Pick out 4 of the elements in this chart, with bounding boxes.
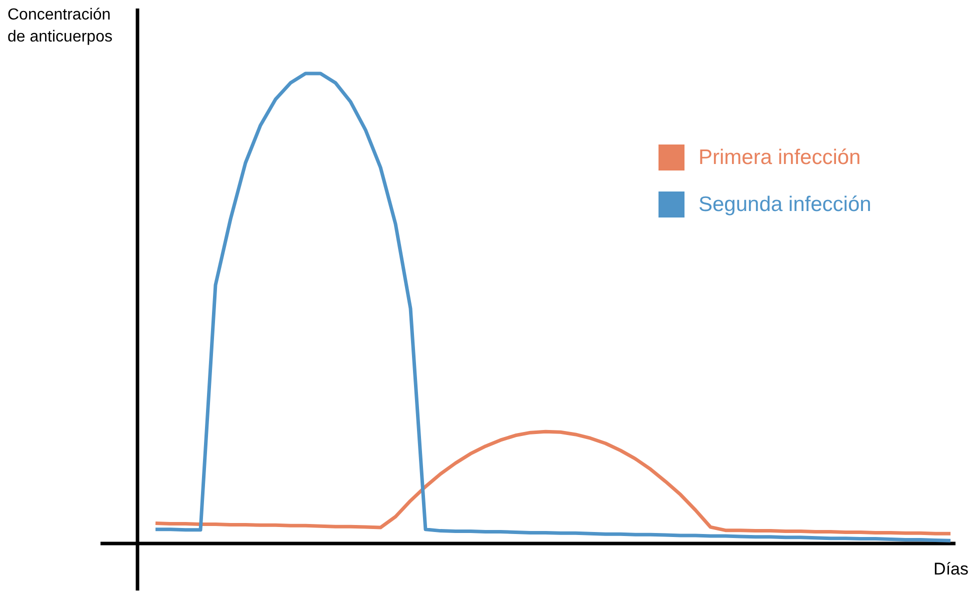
legend-label: Segunda infección bbox=[698, 193, 872, 216]
legend-label: Primera infección bbox=[698, 146, 861, 169]
x-axis-title: Días bbox=[934, 560, 969, 578]
y-axis-title: Concentración de anticuerpos bbox=[8, 6, 112, 46]
